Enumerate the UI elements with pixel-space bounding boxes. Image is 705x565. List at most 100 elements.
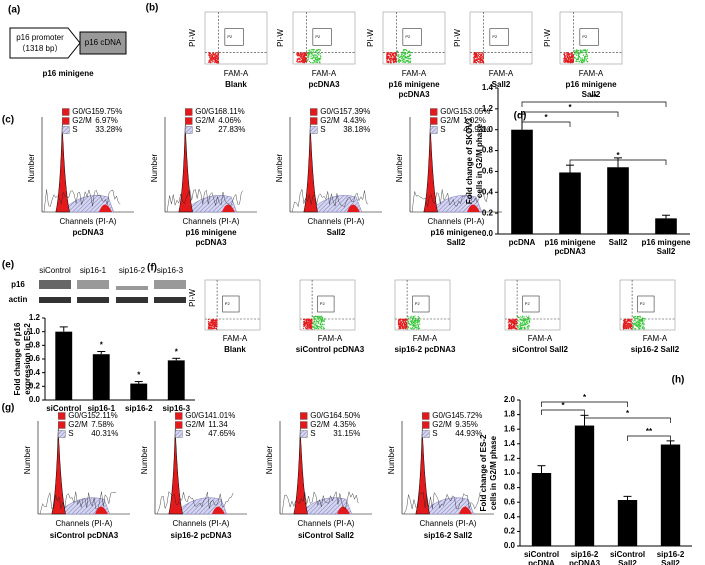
cell-dot [569, 56, 571, 58]
plot-frame [382, 11, 446, 65]
cell-dot [411, 315, 413, 317]
cell-dot [404, 318, 406, 320]
caption: sip16-2 pcDNA3 [395, 345, 456, 354]
cell-dot [391, 53, 394, 56]
cell-dot [638, 328, 640, 330]
cell-dot [309, 328, 311, 330]
cell-dot [639, 325, 641, 328]
cell-dot [216, 323, 218, 326]
cell-dot [210, 58, 213, 60]
cell-dot [638, 319, 640, 322]
legend-swatch [185, 117, 193, 125]
legend-swatch [310, 108, 318, 116]
cell-dot [635, 320, 637, 322]
cell-dot [407, 327, 409, 329]
x-axis-label: Channels (PI-A) [308, 217, 365, 226]
gate-box [222, 295, 240, 313]
cell-dot [634, 318, 636, 320]
cell-dot [519, 326, 522, 328]
cell-dot [573, 51, 575, 53]
caption: Blank [225, 80, 247, 89]
cell-dot [207, 321, 209, 323]
cell-dot [320, 316, 322, 318]
cell-dot [477, 60, 480, 63]
caption: Sall2 [492, 80, 511, 89]
cell-dot [215, 327, 217, 329]
cell-dot [475, 54, 477, 56]
panel-label: (f) [147, 263, 157, 274]
legend-percent: 57.39% [343, 107, 370, 116]
cell-dot [303, 55, 305, 57]
cell-dot [408, 61, 411, 64]
cell-dot [403, 61, 405, 63]
cell-dot [631, 328, 633, 330]
cell-dot [524, 322, 526, 325]
legend-percent: 41.01% [208, 411, 235, 420]
cell-dot [297, 54, 299, 56]
cell-dot [585, 51, 587, 53]
x-tick-label: Sall2 [661, 559, 680, 565]
cell-dot [311, 49, 314, 51]
cell-dot [394, 56, 396, 58]
blot-band [116, 286, 148, 290]
cell-dot [398, 58, 401, 61]
cell-dot [302, 53, 305, 55]
y-tick-label: 0.8 [29, 340, 41, 349]
cell-dot [311, 325, 313, 327]
cell-dot [404, 319, 407, 321]
significance: * [583, 393, 587, 402]
gate-label: P2 [640, 301, 646, 306]
cell-dot [310, 326, 312, 328]
cell-dot [402, 324, 404, 326]
panel-label: (a) [8, 5, 20, 16]
cell-dot [311, 53, 313, 55]
cell-dot [481, 58, 483, 60]
cell-dot [403, 60, 405, 62]
cell-dot [478, 52, 480, 54]
x-tick-label: pcDNA [509, 238, 536, 247]
cell-dot [303, 321, 305, 323]
legend-percent: 4.35% [333, 420, 356, 429]
cell-dot [513, 321, 515, 323]
cell-dot [475, 62, 477, 64]
cell-dot [586, 60, 588, 63]
cell-dot [405, 60, 407, 62]
cell-dot [522, 320, 524, 322]
legend-phase: G2/M [440, 116, 460, 125]
cell-dot [631, 324, 633, 326]
cell-dot [403, 54, 405, 57]
cell-dot [313, 321, 315, 323]
cell-dot [633, 316, 636, 318]
cell-dot [301, 53, 303, 55]
cell-dot [408, 60, 410, 62]
cell-dot [528, 319, 530, 321]
legend-swatch [430, 117, 438, 125]
cell-dot [566, 53, 568, 55]
cell-dot [407, 51, 409, 53]
cell-dot [398, 328, 400, 330]
cell-dot [623, 320, 625, 323]
cell-dot [321, 318, 323, 320]
cell-dot [400, 56, 402, 58]
legend-phase: S [68, 429, 73, 438]
x-axis-label: FAM-A [224, 69, 249, 78]
cell-dot [213, 328, 215, 330]
cell-dot [525, 323, 527, 325]
cell-dot [317, 52, 319, 55]
x-axis-label: FAM-A [312, 69, 337, 78]
cell-dot [302, 59, 304, 61]
cell-dot [307, 57, 309, 59]
cell-dot [214, 53, 216, 55]
bracket [541, 401, 628, 407]
y-tick-label: 0.2 [29, 381, 41, 390]
caption: p16 minigene [430, 228, 482, 237]
y-axis-label: Number [140, 445, 149, 474]
cell-dot [320, 324, 322, 326]
gate-box [637, 295, 655, 313]
cell-dot [307, 52, 309, 55]
cell-dot [398, 54, 400, 56]
caption: pcDNA3 [195, 238, 227, 247]
cell-dot [584, 50, 586, 52]
cell-dot [522, 326, 524, 328]
cell-dot [411, 328, 413, 330]
